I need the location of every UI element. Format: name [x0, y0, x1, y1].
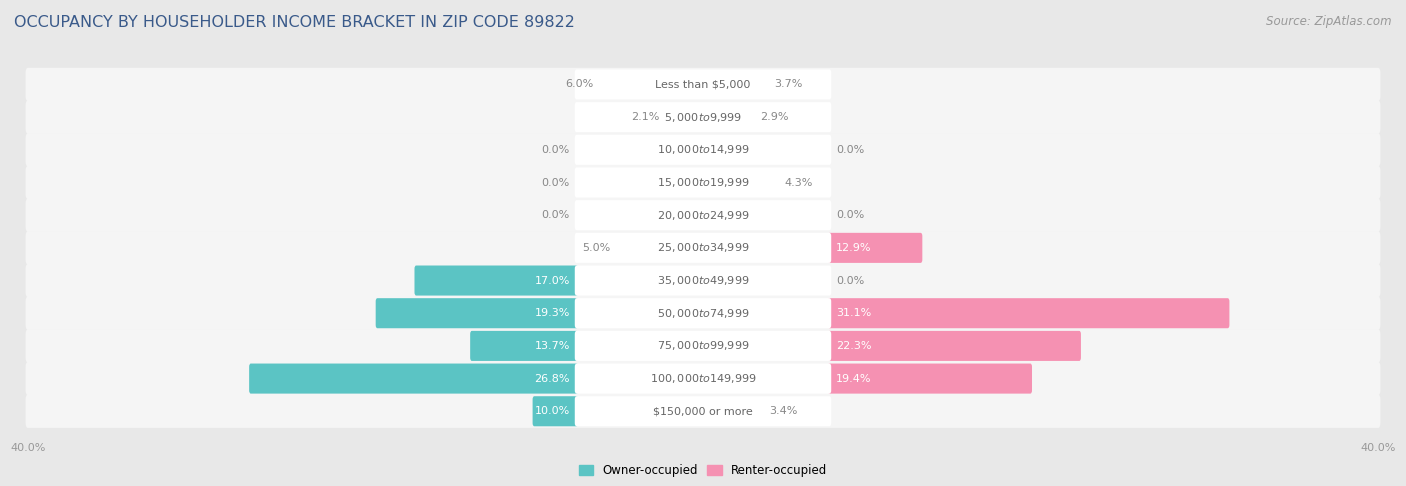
- FancyBboxPatch shape: [25, 296, 1381, 330]
- Text: OCCUPANCY BY HOUSEHOLDER INCOME BRACKET IN ZIP CODE 89822: OCCUPANCY BY HOUSEHOLDER INCOME BRACKET …: [14, 15, 575, 30]
- FancyBboxPatch shape: [533, 396, 578, 426]
- Text: 3.4%: 3.4%: [769, 406, 797, 416]
- FancyBboxPatch shape: [470, 331, 578, 361]
- Text: 5.0%: 5.0%: [582, 243, 610, 253]
- FancyBboxPatch shape: [575, 102, 831, 132]
- Text: 2.1%: 2.1%: [631, 112, 659, 122]
- Text: 0.0%: 0.0%: [541, 145, 569, 155]
- Text: 0.0%: 0.0%: [541, 177, 569, 188]
- FancyBboxPatch shape: [25, 329, 1381, 363]
- Text: 31.1%: 31.1%: [837, 308, 872, 318]
- Text: 12.9%: 12.9%: [837, 243, 872, 253]
- FancyBboxPatch shape: [575, 364, 831, 394]
- FancyBboxPatch shape: [575, 200, 831, 230]
- FancyBboxPatch shape: [375, 298, 578, 328]
- Text: 17.0%: 17.0%: [534, 276, 569, 286]
- FancyBboxPatch shape: [25, 166, 1381, 199]
- Text: Source: ZipAtlas.com: Source: ZipAtlas.com: [1267, 15, 1392, 28]
- Text: $75,000 to $99,999: $75,000 to $99,999: [657, 339, 749, 352]
- Text: $20,000 to $24,999: $20,000 to $24,999: [657, 208, 749, 222]
- FancyBboxPatch shape: [828, 364, 1032, 394]
- Text: 19.4%: 19.4%: [837, 374, 872, 383]
- FancyBboxPatch shape: [575, 331, 831, 361]
- Text: $5,000 to $9,999: $5,000 to $9,999: [664, 111, 742, 123]
- Text: 2.9%: 2.9%: [761, 112, 789, 122]
- Text: 6.0%: 6.0%: [565, 80, 593, 89]
- Text: 19.3%: 19.3%: [534, 308, 569, 318]
- Text: 10.0%: 10.0%: [534, 406, 569, 416]
- FancyBboxPatch shape: [575, 233, 831, 263]
- Text: 0.0%: 0.0%: [837, 276, 865, 286]
- FancyBboxPatch shape: [828, 331, 1081, 361]
- FancyBboxPatch shape: [575, 69, 831, 100]
- Text: $15,000 to $19,999: $15,000 to $19,999: [657, 176, 749, 189]
- Text: $35,000 to $49,999: $35,000 to $49,999: [657, 274, 749, 287]
- FancyBboxPatch shape: [575, 168, 831, 197]
- FancyBboxPatch shape: [25, 133, 1381, 167]
- FancyBboxPatch shape: [575, 298, 831, 328]
- FancyBboxPatch shape: [828, 298, 1229, 328]
- Text: 26.8%: 26.8%: [534, 374, 569, 383]
- Text: $10,000 to $14,999: $10,000 to $14,999: [657, 143, 749, 156]
- Text: $150,000 or more: $150,000 or more: [654, 406, 752, 416]
- FancyBboxPatch shape: [415, 265, 578, 295]
- Text: $50,000 to $74,999: $50,000 to $74,999: [657, 307, 749, 320]
- Text: $25,000 to $34,999: $25,000 to $34,999: [657, 242, 749, 254]
- Text: Less than $5,000: Less than $5,000: [655, 80, 751, 89]
- FancyBboxPatch shape: [575, 396, 831, 426]
- FancyBboxPatch shape: [25, 101, 1381, 134]
- Text: 0.0%: 0.0%: [837, 145, 865, 155]
- Text: 3.7%: 3.7%: [773, 80, 803, 89]
- Text: 0.0%: 0.0%: [541, 210, 569, 220]
- FancyBboxPatch shape: [25, 231, 1381, 264]
- Text: 0.0%: 0.0%: [837, 210, 865, 220]
- FancyBboxPatch shape: [249, 364, 578, 394]
- Text: 4.3%: 4.3%: [785, 177, 813, 188]
- FancyBboxPatch shape: [25, 264, 1381, 297]
- FancyBboxPatch shape: [25, 198, 1381, 232]
- FancyBboxPatch shape: [575, 135, 831, 165]
- Text: 22.3%: 22.3%: [837, 341, 872, 351]
- Legend: Owner-occupied, Renter-occupied: Owner-occupied, Renter-occupied: [579, 464, 827, 477]
- Text: $100,000 to $149,999: $100,000 to $149,999: [650, 372, 756, 385]
- FancyBboxPatch shape: [25, 362, 1381, 395]
- FancyBboxPatch shape: [25, 395, 1381, 428]
- FancyBboxPatch shape: [25, 68, 1381, 101]
- Text: 13.7%: 13.7%: [534, 341, 569, 351]
- FancyBboxPatch shape: [828, 233, 922, 263]
- FancyBboxPatch shape: [575, 265, 831, 295]
